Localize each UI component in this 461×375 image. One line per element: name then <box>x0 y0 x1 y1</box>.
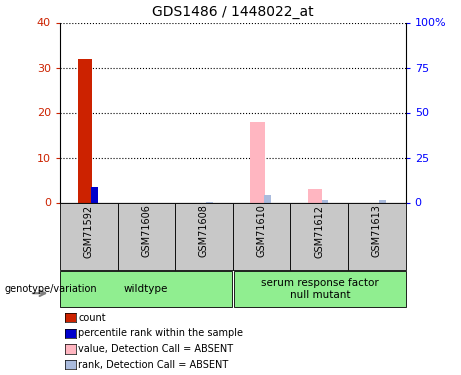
Bar <box>264 195 271 202</box>
Bar <box>118 202 175 270</box>
Text: GSM71606: GSM71606 <box>142 204 151 257</box>
Text: rank, Detection Call = ABSENT: rank, Detection Call = ABSENT <box>78 360 229 370</box>
Text: GSM71608: GSM71608 <box>199 204 209 257</box>
Bar <box>348 202 406 270</box>
Text: GSM71592: GSM71592 <box>84 204 94 258</box>
Text: wildtype: wildtype <box>124 284 168 294</box>
Text: GSM71612: GSM71612 <box>314 204 324 258</box>
Text: GSM71613: GSM71613 <box>372 204 382 257</box>
Bar <box>233 202 290 270</box>
Text: genotype/variation: genotype/variation <box>5 284 97 294</box>
Text: count: count <box>78 313 106 322</box>
Bar <box>91 187 98 202</box>
Bar <box>308 189 322 202</box>
Bar <box>60 202 118 270</box>
Bar <box>290 202 348 270</box>
Text: value, Detection Call = ABSENT: value, Detection Call = ABSENT <box>78 344 233 354</box>
Bar <box>379 200 386 202</box>
Text: percentile rank within the sample: percentile rank within the sample <box>78 328 243 338</box>
Bar <box>60 271 231 307</box>
Title: GDS1486 / 1448022_at: GDS1486 / 1448022_at <box>152 5 313 19</box>
Bar <box>250 122 265 202</box>
Bar <box>234 271 406 307</box>
Bar <box>321 200 328 202</box>
Bar <box>77 58 92 202</box>
Text: serum response factor
null mutant: serum response factor null mutant <box>261 278 378 300</box>
Bar <box>175 202 233 270</box>
Text: GSM71610: GSM71610 <box>257 204 266 257</box>
